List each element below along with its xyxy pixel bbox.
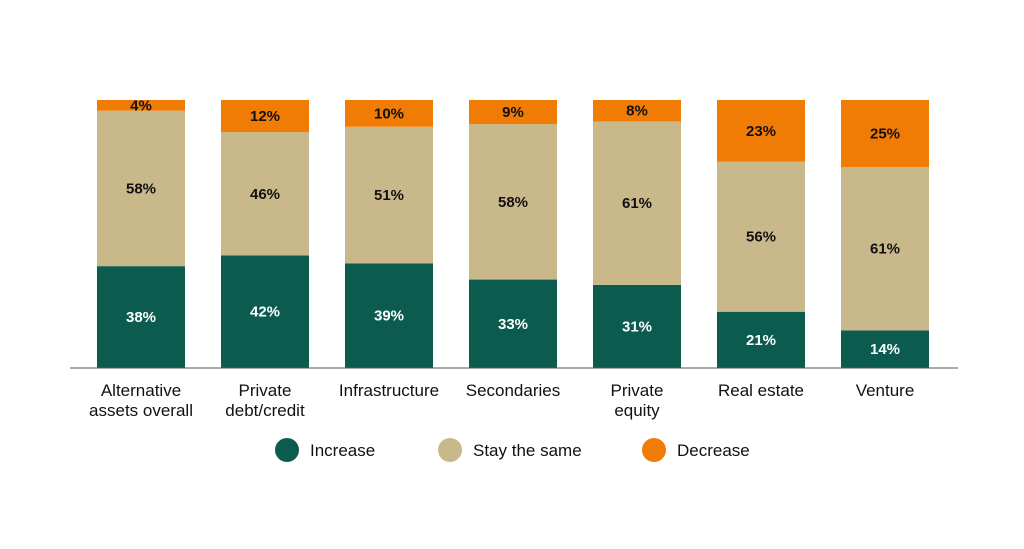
- data-label-stay-the-same-2: 46%: [250, 186, 280, 203]
- x-tick-label-5: Private equity: [611, 381, 664, 420]
- bar-segment-increase-5: [593, 284, 681, 368]
- bar-segment-stay-the-same-6: [717, 161, 805, 312]
- x-tick-label-3: Infrastructure: [339, 381, 439, 400]
- x-tick-label-2: Private debt/credit: [225, 381, 305, 420]
- data-label-stay-the-same-7: 61%: [870, 241, 900, 258]
- data-label-decrease-1: 4%: [130, 97, 152, 114]
- data-label-decrease-6: 23%: [746, 123, 776, 140]
- x-tick-label-4: Secondaries: [466, 381, 561, 400]
- bar-segment-increase-1: [97, 266, 185, 368]
- legend-swatch-stay-the-same: [438, 438, 462, 462]
- data-label-stay-the-same-6: 56%: [746, 229, 776, 246]
- data-label-decrease-3: 10%: [374, 105, 404, 122]
- bar-segment-decrease-5: [593, 100, 681, 122]
- bar-segment-decrease-7: [841, 100, 929, 167]
- bar-segment-stay-the-same-3: [345, 126, 433, 264]
- legend-label-decrease: Decrease: [677, 441, 750, 460]
- data-label-increase-6: 21%: [746, 332, 776, 349]
- data-label-decrease-4: 9%: [502, 104, 524, 121]
- bar-segment-decrease-4: [469, 100, 557, 125]
- x-tick-label-7: Venture: [856, 381, 915, 400]
- data-label-decrease-5: 8%: [626, 103, 648, 120]
- data-label-stay-the-same-4: 58%: [498, 194, 528, 211]
- x-tick-label-6: Real estate: [718, 381, 804, 400]
- bar-segment-decrease-3: [345, 100, 433, 127]
- bar-segment-increase-3: [345, 263, 433, 368]
- legend-swatch-increase: [275, 438, 299, 462]
- bar-segment-decrease-1: [97, 100, 185, 111]
- data-label-stay-the-same-1: 58%: [126, 180, 156, 197]
- bar-segment-decrease-6: [717, 100, 805, 162]
- data-label-stay-the-same-3: 51%: [374, 187, 404, 204]
- legend: Increase Stay the same Decrease: [275, 438, 750, 462]
- legend-swatch-decrease: [642, 438, 666, 462]
- bar-segment-stay-the-same-5: [593, 121, 681, 285]
- bar-segment-increase-6: [717, 311, 805, 368]
- bar-segment-increase-2: [221, 255, 309, 368]
- legend-label-increase: Increase: [310, 441, 375, 460]
- data-label-decrease-7: 25%: [870, 126, 900, 143]
- data-label-increase-7: 14%: [870, 341, 900, 358]
- x-axis-labels: Alternative assets overall Private debt/cre…: [89, 381, 914, 420]
- bar-segment-stay-the-same-7: [841, 167, 929, 331]
- bar-segment-stay-the-same-2: [221, 132, 309, 256]
- bar-segment-increase-7: [841, 330, 929, 368]
- data-label-stay-the-same-5: 61%: [622, 195, 652, 212]
- bar-segment-stay-the-same-1: [97, 110, 185, 267]
- data-label-increase-1: 38%: [126, 309, 156, 326]
- data-label-increase-5: 31%: [622, 318, 652, 335]
- x-tick-label-1: Alternative assets overall: [89, 381, 193, 420]
- bars-group: 38% 58% 4% 42% 46% 12% 39% 51% 10% 33% 58% 9% 31% 61%…: [97, 97, 929, 368]
- bar-segment-stay-the-same-4: [469, 124, 557, 280]
- data-label-increase-2: 42%: [250, 304, 280, 321]
- data-label-increase-3: 39%: [374, 308, 404, 325]
- bar-segment-decrease-2: [221, 100, 309, 133]
- data-label-decrease-2: 12%: [250, 108, 280, 125]
- bar-segment-increase-4: [469, 279, 557, 368]
- data-label-increase-4: 33%: [498, 316, 528, 333]
- legend-label-stay-the-same: Stay the same: [473, 441, 582, 460]
